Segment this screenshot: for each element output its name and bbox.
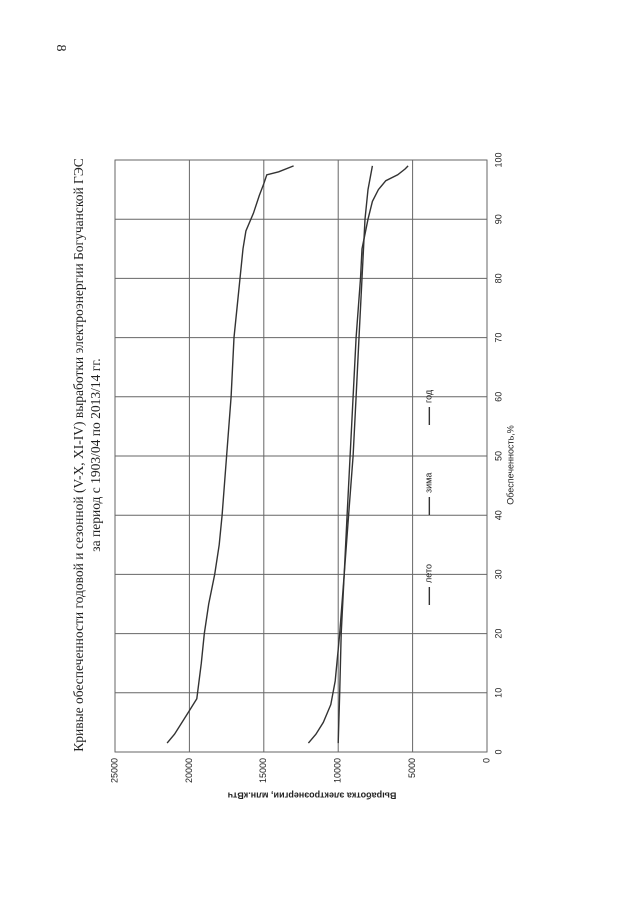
x-tick-label: 70 — [493, 333, 503, 343]
legend-label: год — [424, 389, 434, 403]
rotated-chart: Кривые обеспеченности годовой и сезонной… — [71, 152, 515, 800]
x-tick-label: 30 — [493, 569, 503, 579]
y-tick-label: 0 — [481, 758, 491, 763]
x-tick-label: 50 — [493, 451, 503, 461]
x-tick-label: 40 — [493, 510, 503, 520]
y-tick-label: 5000 — [407, 758, 417, 778]
series-line — [337, 165, 409, 744]
x-tick-label: 0 — [493, 749, 503, 754]
x-tick-label: 60 — [493, 392, 503, 402]
x-tick-label: 10 — [493, 688, 503, 698]
y-tick-label: 20000 — [184, 758, 194, 783]
series-line — [166, 165, 294, 744]
x-axis-label: Обеспеченность,% — [505, 425, 515, 505]
chart-title: Кривые обеспеченности годовой и сезонной… — [71, 158, 86, 752]
y-tick-label: 15000 — [258, 758, 268, 783]
x-tick-label: 20 — [493, 629, 503, 639]
x-tick-label: 80 — [493, 273, 503, 283]
legend-label: лето — [424, 564, 434, 583]
y-axis-label: Выработка электроэнергии, млн.кВтч — [228, 791, 397, 801]
page-number: 8 — [53, 45, 68, 52]
chart-subtitle: за период с 1903/04 по 2013/14 гг. — [88, 358, 103, 551]
y-tick-label: 25000 — [109, 758, 119, 783]
x-tick-label: 100 — [493, 152, 503, 167]
x-tick-label: 90 — [493, 214, 503, 224]
legend-label: зима — [424, 473, 434, 493]
y-tick-label: 10000 — [333, 758, 343, 783]
